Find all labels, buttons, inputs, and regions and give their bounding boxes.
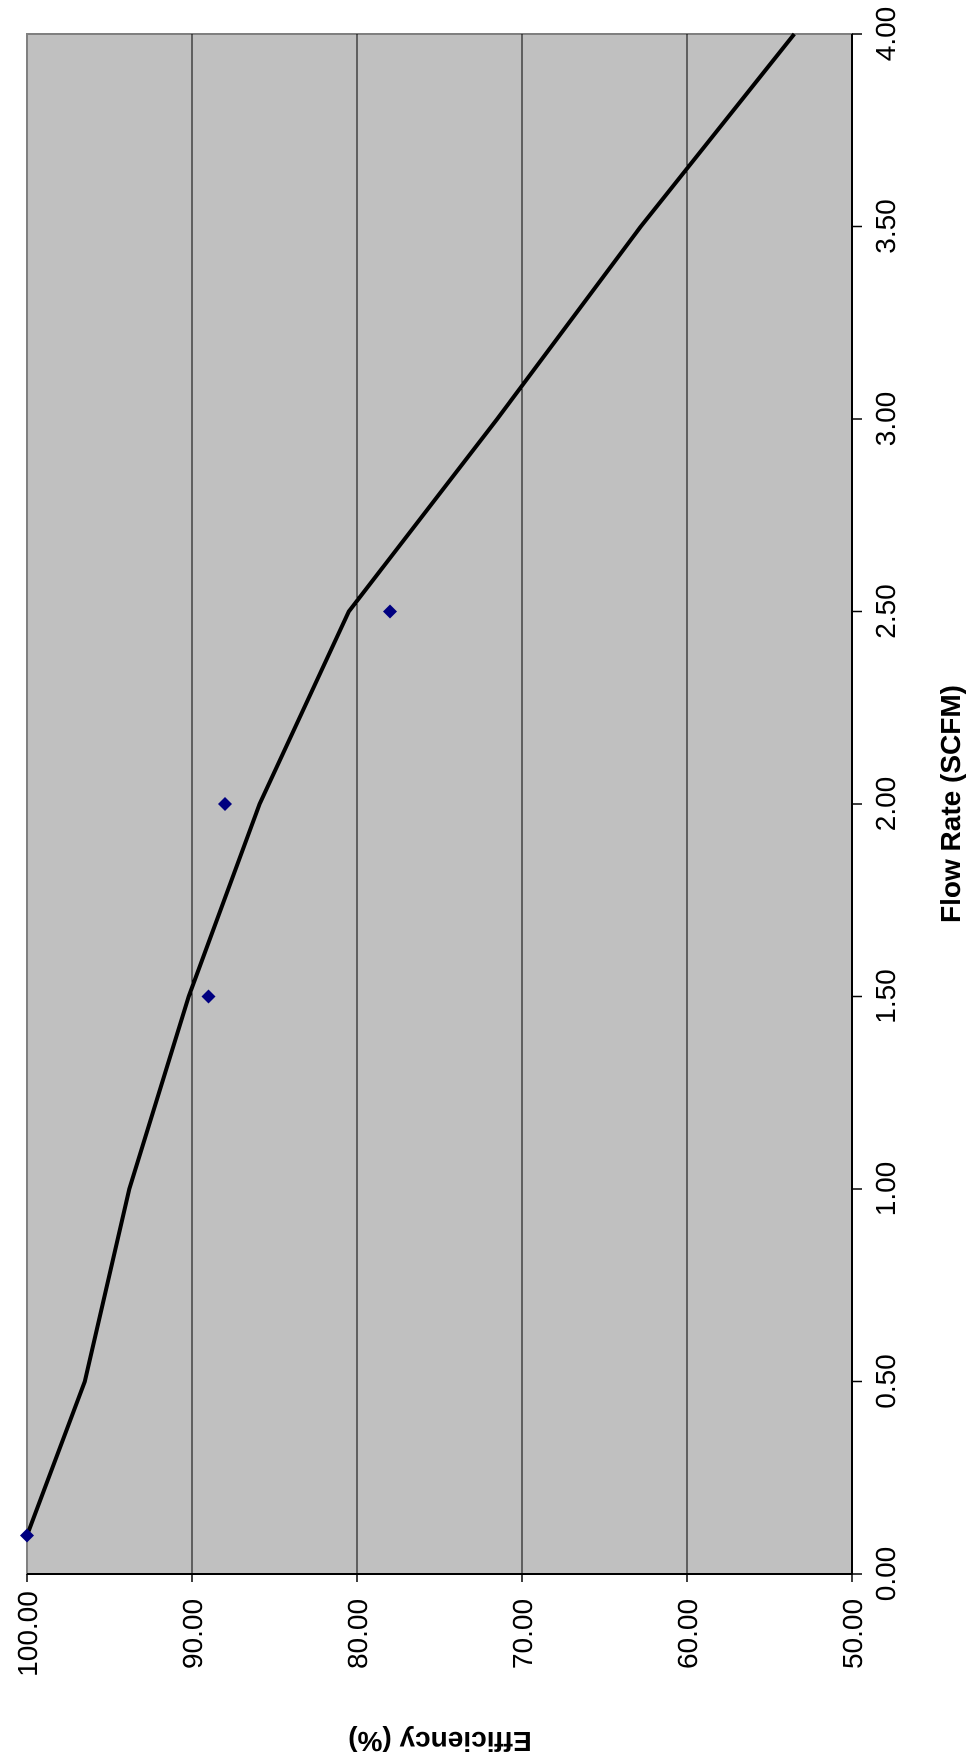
trendline-layer: [25, 32, 796, 1537]
gridlines: [191, 34, 688, 1574]
x-tick-label: 2.50: [870, 584, 901, 639]
x-tick-label: 0.50: [870, 1354, 901, 1409]
y-tick-label: 70.00: [507, 1599, 538, 1669]
data-point: [201, 989, 216, 1004]
y-tick-label: 60.00: [672, 1599, 703, 1669]
y-tick-label: 90.00: [177, 1599, 208, 1669]
x-tick-label: 1.50: [870, 969, 901, 1024]
y-tick-label: 80.00: [342, 1599, 373, 1669]
x-axis-title: Flow Rate (SCFM): [935, 685, 966, 923]
data-point: [383, 604, 397, 619]
x-tick-label: 4.00: [870, 7, 901, 62]
y-axis-title: Efficiency (%): [348, 1726, 532, 1753]
x-tick-label: 3.50: [870, 199, 901, 254]
y-tick-label: 100.00: [12, 1591, 43, 1677]
trendline: [25, 32, 796, 1537]
x-tick-label: 1.00: [870, 1162, 901, 1217]
y-tick-label: 50.00: [837, 1599, 868, 1669]
data-points: [20, 604, 397, 1543]
data-point: [20, 1528, 34, 1543]
x-tick-label: 3.00: [870, 392, 901, 447]
data-point: [218, 797, 232, 811]
x-tick-label: 0.00: [870, 1547, 901, 1602]
plot-area: [26, 33, 853, 1575]
axes: 100.00 90.00 80.00 70.00 60.00 50.000.00 0.50 1…: [12, 7, 901, 1677]
x-tick-label: 2.00: [870, 777, 901, 832]
